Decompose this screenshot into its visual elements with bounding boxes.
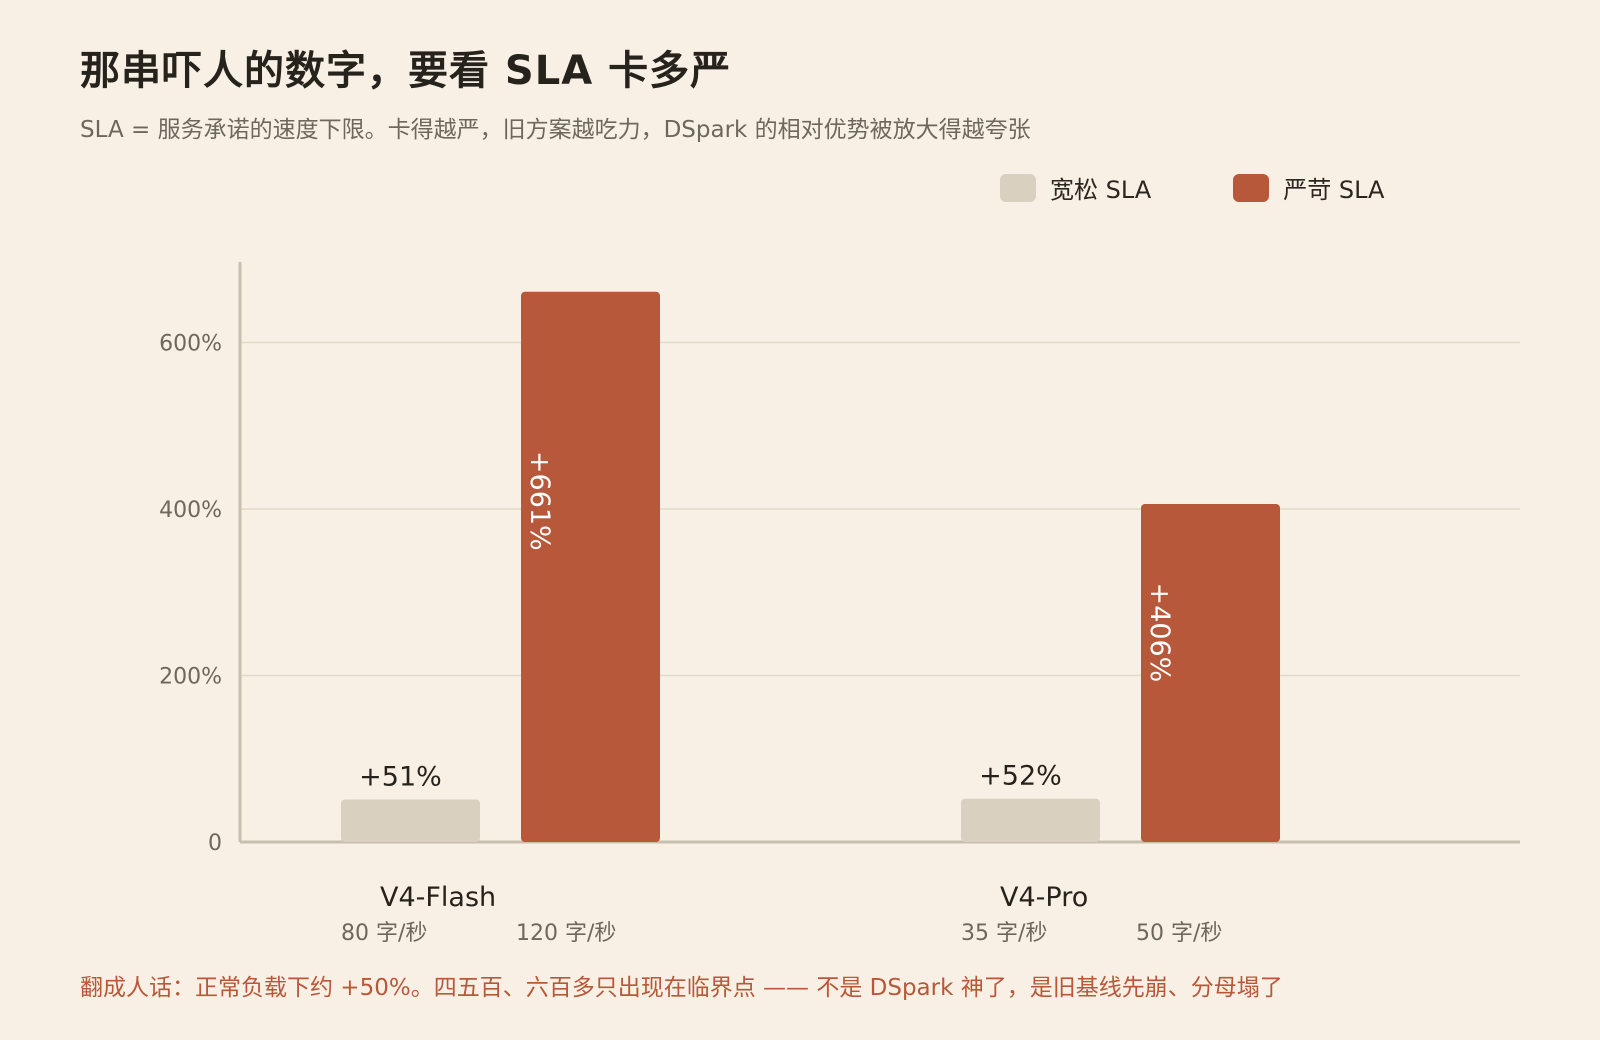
legend: 宽松 SLA 严苛 SLA	[1000, 170, 1466, 205]
legend-item-loose: 宽松 SLA	[1000, 170, 1151, 205]
bar-value-label: +406%	[1144, 583, 1175, 683]
bar-loose	[341, 799, 480, 842]
legend-label-strict: 严苛 SLA	[1283, 176, 1385, 204]
bar-sublabel: 80 字/秒	[341, 921, 427, 946]
legend-item-strict: 严苛 SLA	[1233, 170, 1384, 205]
bar-strict	[521, 291, 660, 842]
chart-title: 那串吓人的数字，要看 SLA 卡多严	[80, 48, 732, 94]
chart-subtitle: SLA = 服务承诺的速度下限。卡得越严，旧方案越吃力，DSpark 的相对优势…	[80, 117, 1031, 143]
bar-sublabel: 35 字/秒	[961, 921, 1047, 946]
footnote: 翻成人话：正常负载下约 +50%。四五百、六百多只出现在临界点 —— 不是 DS…	[80, 975, 1283, 1001]
legend-label-loose: 宽松 SLA	[1050, 176, 1152, 204]
legend-swatch-strict	[1233, 173, 1270, 202]
bar-sublabel: 120 字/秒	[516, 921, 616, 946]
bar-chart: 0 200% 400% 600% +51% 80 字/秒 +661% 120 字/秒 V4-Fl…	[159, 262, 1520, 946]
bar-value-label: +52%	[979, 761, 1062, 792]
bar-value-label: +661%	[524, 451, 555, 551]
legend-swatch-loose	[1000, 173, 1036, 202]
x-category-label: V4-Pro	[1000, 882, 1088, 913]
bar-sublabel: 50 字/秒	[1136, 921, 1222, 946]
bar-value-label: +51%	[359, 762, 442, 793]
bar-strict	[1141, 504, 1280, 842]
y-tick-label: 600%	[159, 332, 222, 357]
y-tick-label: 400%	[159, 498, 222, 523]
bar-loose	[961, 798, 1100, 842]
y-tick-label: 200%	[159, 665, 222, 690]
y-tick-label: 0	[208, 831, 222, 856]
x-category-label: V4-Flash	[380, 882, 496, 913]
